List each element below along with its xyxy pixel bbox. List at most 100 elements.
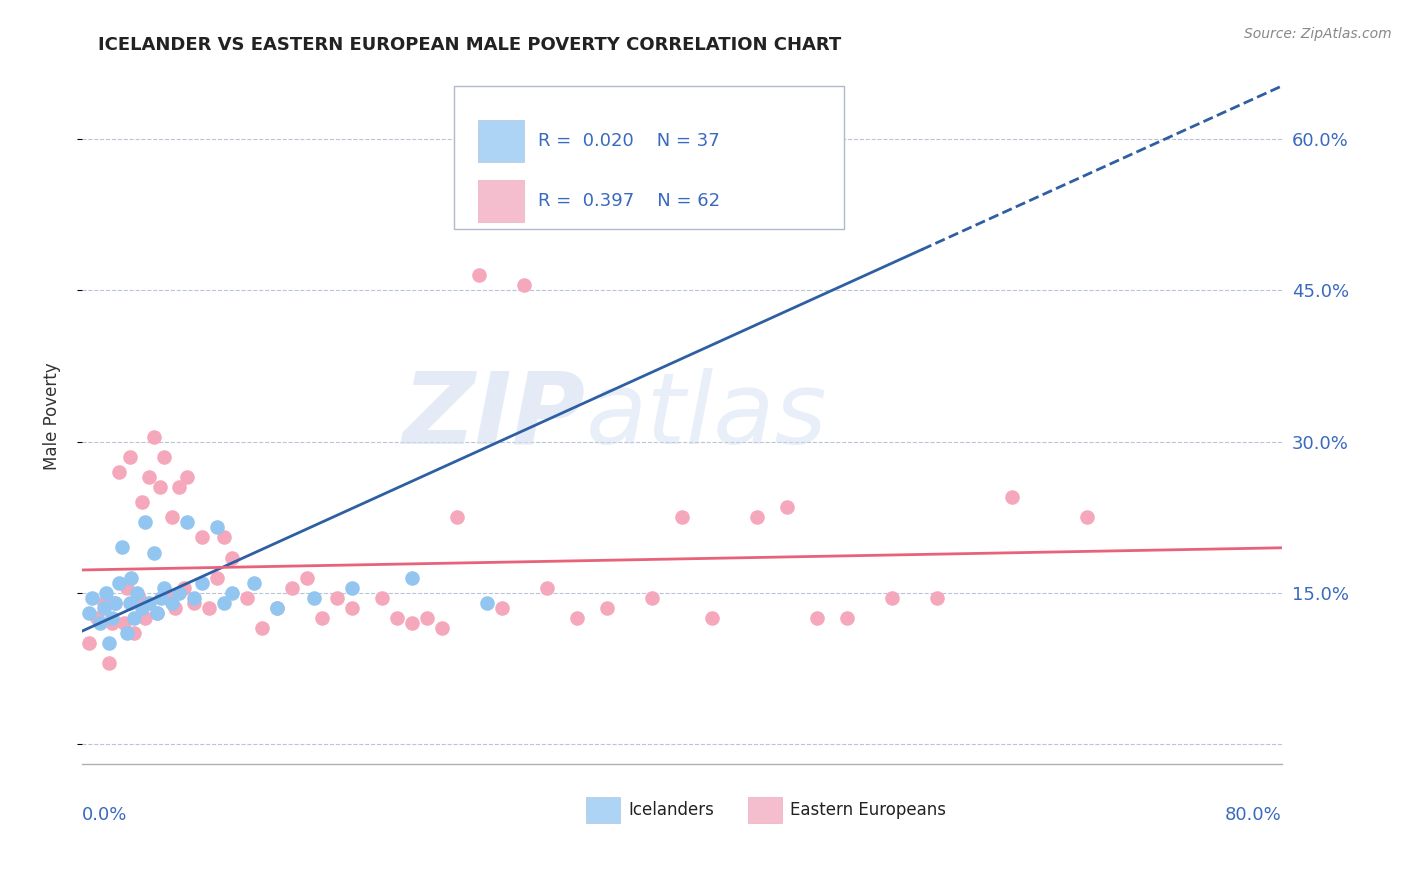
Point [191,575,214,590]
Point [468,268,491,283]
Point [160,510,183,524]
Text: Icelanders: Icelanders [628,801,714,819]
Point [160,596,183,610]
Point [120,571,142,585]
Point [169,480,191,494]
Point [118,450,141,464]
Bar [478,120,523,161]
Text: Eastern Europeans: Eastern Europeans [790,801,946,819]
Point [183,591,205,605]
Point [880,591,903,605]
Point [149,480,172,494]
Point [401,616,423,631]
Text: 0.0%: 0.0% [82,806,128,824]
Point [340,601,363,615]
Point [79,636,101,650]
Point [150,591,173,605]
Point [146,606,169,620]
Point [173,581,195,595]
Point [745,510,768,524]
Point [731,112,754,126]
Text: R =  0.397    N = 62: R = 0.397 N = 62 [538,192,720,210]
Text: atlas: atlas [586,368,828,465]
Point [134,611,156,625]
Point [108,465,131,479]
FancyBboxPatch shape [454,86,844,228]
Point [89,616,111,631]
Point [806,611,828,625]
Point [134,516,156,530]
Point [401,571,423,585]
Point [138,596,160,610]
Point [142,429,165,443]
Point [1001,490,1024,504]
Point [243,575,266,590]
Point [142,545,165,559]
Point [176,470,198,484]
Point [776,500,799,515]
Point [127,586,149,600]
Point [236,591,259,605]
Point [124,611,146,625]
Point [536,581,558,595]
Point [446,510,468,524]
Point [326,591,349,605]
Text: 80.0%: 80.0% [1225,806,1282,824]
Point [124,626,146,640]
Point [104,596,127,610]
Point [82,591,104,605]
Point [157,591,180,605]
Point [198,601,221,615]
Point [111,541,134,555]
Point [205,520,228,534]
Text: Source: ZipAtlas.com: Source: ZipAtlas.com [1244,27,1392,41]
Point [596,601,619,615]
Point [93,601,115,615]
Point [671,510,693,524]
Point [101,616,124,631]
Point [104,596,127,610]
Point [153,581,176,595]
Point [513,278,536,293]
Point [115,626,138,640]
Point [131,601,153,615]
Point [79,606,101,620]
Point [93,596,115,610]
Point [176,516,198,530]
Point [371,591,394,605]
Text: ICELANDER VS EASTERN EUROPEAN MALE POVERTY CORRELATION CHART: ICELANDER VS EASTERN EUROPEAN MALE POVER… [98,36,842,54]
Point [115,581,138,595]
Point [641,591,664,605]
Point [385,611,408,625]
Point [191,530,214,544]
Point [340,581,363,595]
Point [169,586,191,600]
Point [565,611,588,625]
Point [221,550,243,565]
Point [205,571,228,585]
Point [416,611,439,625]
Point [491,601,513,615]
Point [295,571,318,585]
Point [163,601,186,615]
Point [138,470,160,484]
Point [221,586,243,600]
Point [183,596,205,610]
Point [86,611,108,625]
Bar [478,180,523,221]
Point [430,621,453,635]
Point [266,601,288,615]
Point [94,586,117,600]
Point [214,596,236,610]
Point [146,606,169,620]
Point [101,611,124,625]
Point [118,596,141,610]
Point [214,530,236,544]
Point [250,621,273,635]
Bar [586,797,620,823]
Point [925,591,948,605]
Point [131,495,153,509]
Point [304,591,326,605]
Text: R =  0.020    N = 37: R = 0.020 N = 37 [538,132,720,150]
Bar [748,797,782,823]
